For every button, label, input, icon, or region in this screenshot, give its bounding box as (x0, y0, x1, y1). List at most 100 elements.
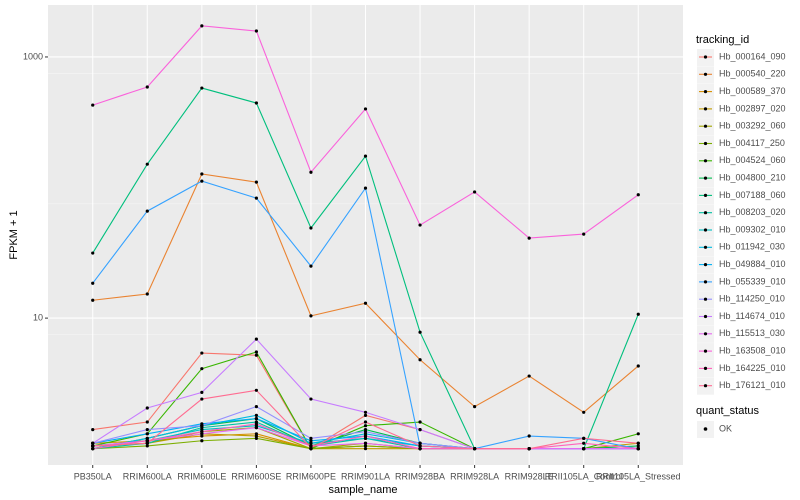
data-point (309, 264, 313, 268)
data-point (145, 420, 149, 424)
legend-swatch-point (703, 55, 708, 59)
legend-label: Hb_000589_370 (719, 86, 786, 96)
data-point (363, 301, 368, 305)
data-point (363, 444, 368, 448)
legend-swatch-point (703, 314, 708, 319)
data-point (145, 85, 149, 89)
data-point (473, 190, 477, 194)
x-tick-label: RRIM600LE (177, 471, 226, 481)
legend-swatch-point (703, 228, 708, 232)
data-point (200, 367, 204, 371)
data-point (254, 29, 258, 33)
data-point (91, 428, 95, 432)
x-tick-label: RRIM600LA (123, 471, 172, 481)
data-point (636, 447, 640, 451)
legend-label: Hb_055339_010 (719, 276, 786, 286)
legend-swatch-point (703, 90, 708, 94)
legend-swatch-point (703, 245, 708, 249)
data-point (363, 420, 368, 424)
legend-title: tracking_id (696, 34, 749, 46)
data-point (254, 350, 258, 354)
data-point (91, 103, 95, 107)
legend-label: Hb_003292_060 (719, 121, 786, 131)
data-point (200, 397, 204, 401)
data-point (636, 193, 640, 197)
data-point (91, 298, 95, 302)
data-point (200, 430, 204, 434)
legend-label: Hb_008203_020 (719, 207, 786, 217)
data-point (254, 422, 258, 426)
legend-swatch-point (703, 427, 708, 431)
legend-swatch-point (703, 72, 708, 76)
y-axis-label: FPKM + 1 (8, 210, 20, 259)
data-point (363, 441, 368, 445)
data-point (145, 209, 149, 213)
data-point (91, 444, 95, 448)
y-tick-label: 1000 (23, 51, 43, 61)
data-point (254, 353, 258, 357)
data-point (309, 226, 313, 230)
data-point (582, 232, 586, 236)
x-tick-label: RRIM600SE (231, 471, 281, 481)
data-point (418, 444, 422, 448)
legend-swatch-point (703, 211, 708, 215)
data-point (254, 405, 258, 409)
data-point (309, 441, 313, 445)
data-point (145, 439, 149, 443)
data-point (200, 424, 204, 428)
data-point (254, 180, 258, 184)
legend-swatch-point (703, 176, 708, 180)
data-point (145, 436, 149, 440)
data-point (527, 374, 531, 378)
data-point (145, 444, 149, 448)
data-point (363, 434, 368, 438)
data-point (254, 337, 258, 341)
legend-label: Hb_004800_210 (719, 172, 786, 182)
data-point (91, 447, 95, 451)
legend-label: Hb_164225_010 (719, 363, 786, 373)
x-tick-label: RRIM901LA (341, 471, 390, 481)
data-point (418, 358, 422, 362)
legend-swatch-point (703, 141, 708, 146)
data-point (254, 196, 258, 200)
data-point (636, 441, 640, 445)
data-point (473, 447, 477, 451)
data-point (200, 439, 204, 443)
data-point (636, 312, 640, 316)
data-point (200, 172, 204, 176)
data-point (473, 405, 477, 409)
data-point (200, 390, 204, 394)
legend-label: Hb_049884_010 (719, 259, 786, 269)
data-point (200, 434, 204, 438)
legend-label: Hb_176121_010 (719, 380, 786, 390)
data-point (200, 179, 204, 183)
data-point (91, 281, 95, 285)
data-point (636, 364, 640, 368)
legend-swatch-point (703, 107, 708, 111)
data-point (145, 406, 149, 410)
data-point (254, 434, 258, 438)
legend-label: Hb_115513_030 (719, 328, 785, 338)
data-point (527, 236, 531, 240)
legend-swatch-point (703, 124, 708, 128)
x-tick-label: RRIM928BA (395, 471, 445, 481)
legend-label: Hb_009302_010 (719, 224, 786, 234)
legend-swatch-point (703, 297, 708, 301)
x-tick-label: RRIM600PE (286, 471, 336, 481)
data-point (363, 447, 368, 451)
data-point (309, 436, 313, 440)
data-point (145, 292, 149, 296)
data-point (309, 314, 313, 318)
data-point (418, 441, 422, 445)
data-point (309, 170, 313, 174)
legend-label: Hb_004524_060 (719, 155, 786, 165)
data-point (91, 441, 95, 445)
data-point (418, 447, 422, 451)
data-point (309, 445, 313, 450)
legend-label: Hb_007188_060 (719, 190, 786, 200)
data-point (254, 426, 258, 430)
data-point (91, 251, 95, 255)
legend-swatch-point (703, 159, 708, 163)
legend-swatch-point (703, 332, 708, 336)
x-tick-label: PB350LA (74, 471, 112, 481)
